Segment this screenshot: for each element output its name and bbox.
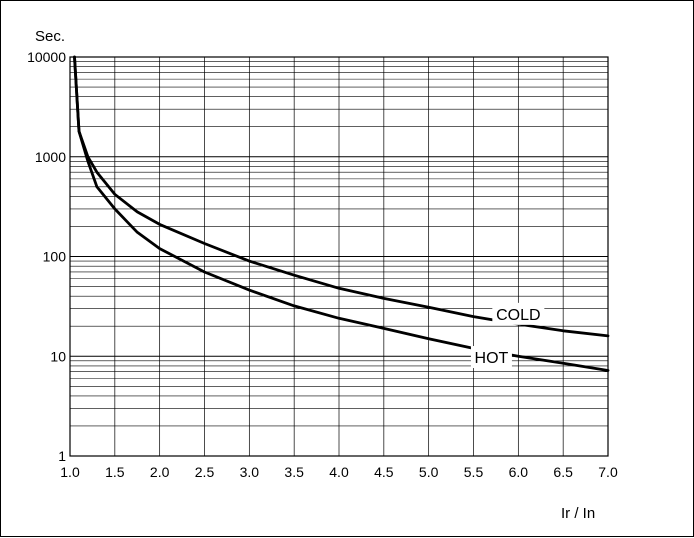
x-tick-label: 4.0 bbox=[329, 464, 349, 480]
x-axis-label: Ir / In bbox=[561, 505, 595, 522]
x-tick-label: 3.0 bbox=[240, 464, 260, 480]
series-label-bg bbox=[492, 302, 545, 325]
x-tick-label: 6.0 bbox=[509, 464, 529, 480]
series-line-cold bbox=[73, 55, 610, 338]
x-tick-label: 2.5 bbox=[195, 464, 215, 480]
x-tick-label: 1.0 bbox=[60, 464, 80, 480]
y-tick-label: 1000 bbox=[35, 149, 66, 165]
x-tick-label: 1.5 bbox=[105, 464, 125, 480]
x-tick-label: 5.5 bbox=[464, 464, 484, 480]
x-tick-label: 6.5 bbox=[553, 464, 573, 480]
x-tick-label: 5.0 bbox=[419, 464, 439, 480]
y-axis-label: Sec. bbox=[35, 28, 65, 45]
x-tick-label: 4.5 bbox=[374, 464, 394, 480]
x-tick-label: 7.0 bbox=[598, 464, 618, 480]
y-tick-label: 100 bbox=[43, 249, 67, 265]
x-tick-label: 2.0 bbox=[150, 464, 170, 480]
series-label-bg bbox=[470, 346, 512, 369]
plot-border bbox=[69, 56, 609, 457]
x-tick-label: 3.5 bbox=[284, 464, 304, 480]
series-label-hot: HOT bbox=[475, 350, 509, 367]
series-label-cold: COLD bbox=[496, 307, 540, 324]
y-tick-label: 10 bbox=[50, 348, 66, 364]
y-tick-label: 1 bbox=[58, 448, 66, 464]
y-tick-label: 10000 bbox=[27, 49, 66, 65]
